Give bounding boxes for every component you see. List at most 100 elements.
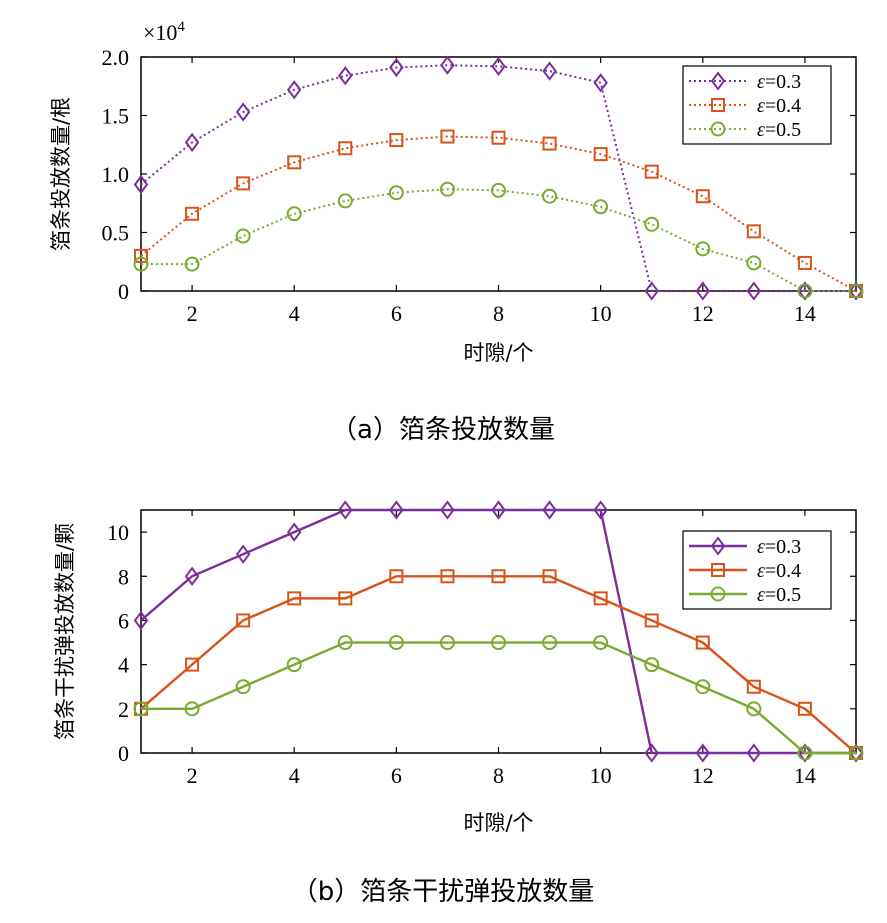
data-point [338,500,353,520]
y-tick-label: 0 [118,741,129,766]
data-point [695,679,711,695]
data-point [695,635,710,650]
data-point [848,283,864,299]
data-point [337,635,353,651]
x-tick-label: 4 [289,301,300,326]
data-point [746,224,761,239]
data-point [337,193,353,209]
series-1 [133,55,864,301]
data-point [338,141,353,156]
data-point [644,657,660,673]
data-point [185,657,200,672]
data-point [593,500,608,520]
series-line [140,575,857,754]
data-point [439,181,455,197]
x-axis-label: 时隙/个 [463,811,533,835]
series-line [140,64,856,292]
data-point [491,500,506,520]
chart-b: 2 4 6 8 10 12 14 0 2 4 6 8 10 时隙/个 箔条干扰弹投放数量/颗 （b）箔条干扰弹… [53,500,864,907]
data-point [235,102,251,122]
legend-marker [710,71,726,91]
data-point [338,591,353,606]
figure-caption: （b）箔条干扰弹投放数量 [292,877,595,907]
data-point [644,743,659,763]
data-point [542,136,557,151]
y-tick-label: 0 [118,279,129,304]
data-point [286,80,302,100]
data-point [542,61,557,81]
data-point [746,701,762,717]
data-point [593,73,608,93]
x-tick-label: 14 [794,763,816,788]
data-point [542,500,557,520]
data-point [184,701,200,717]
data-point [644,216,660,232]
y-tick-label: 2 [118,697,129,722]
data-point [184,256,200,272]
data-point [848,745,864,761]
x-tick-label: 6 [391,763,402,788]
x-tick-label: 8 [493,763,504,788]
data-point [797,255,812,270]
data-point [235,679,251,695]
legend-marker [710,536,726,556]
data-point [542,569,557,584]
data-point [133,256,149,272]
legend-marker [711,98,725,112]
series-3 [133,635,864,761]
y-tick-label: 8 [118,564,129,589]
data-point [389,569,404,584]
legend-box [682,65,832,145]
data-point [388,635,404,651]
y-tick-label: 2.0 [102,45,130,70]
data-point [184,132,200,153]
data-point [286,206,302,222]
y-axis-label: 箔条投放数量/根 [49,97,73,251]
legend: ε=0.3ε=0.4ε=0.5 [682,65,832,145]
y-tick-label: 1.5 [102,104,130,129]
x-tick-label: 4 [289,763,300,788]
legend-label: ε=0.3 [757,536,801,558]
data-point [287,155,302,170]
data-point [797,745,813,761]
data-point [491,56,506,77]
data-point [287,591,302,606]
y-tick-label: 0.5 [102,221,130,246]
y-tick-label: 4 [118,653,129,678]
x-tick-label: 6 [391,301,402,326]
data-point [491,635,506,651]
data-point [695,241,711,257]
data-point [286,522,302,542]
x-tick-label: 2 [187,301,198,326]
legend-label: ε=0.5 [757,119,801,141]
x-tick-label: 14 [794,301,816,326]
data-point [133,174,149,195]
data-point [746,281,762,301]
data-point [542,635,558,651]
legend-label: ε=0.5 [757,584,801,606]
data-point [440,129,455,144]
legend-marker [710,586,726,602]
data-point [185,206,200,221]
data-point [746,255,762,271]
series-1 [133,500,864,763]
legend: ε=0.3ε=0.4ε=0.5 [682,530,832,610]
data-point [133,610,149,631]
data-point [389,57,404,78]
series-line [141,188,856,292]
x-axis-label: 时隙/个 [463,341,533,365]
x-tick-label: 12 [692,763,714,788]
data-point [695,743,711,763]
data-point [491,569,506,584]
legend-label: ε=0.4 [757,560,801,582]
x-tick-label: 10 [590,763,612,788]
data-point [593,635,609,651]
data-point [389,500,404,520]
x-tick-label: 8 [493,301,504,326]
data-point [491,130,506,145]
data-point [491,182,506,198]
legend-label: ε=0.3 [757,71,801,93]
legend-marker [711,563,725,577]
data-point [746,679,761,694]
